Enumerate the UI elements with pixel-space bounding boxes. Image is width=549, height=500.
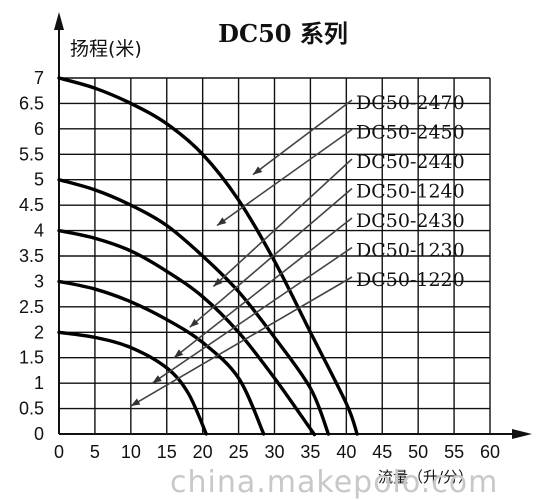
leader-line <box>130 276 353 407</box>
y-tick-label: 6 <box>34 119 44 139</box>
x-tick-label: 50 <box>408 442 428 462</box>
series-label: DC50-2470 <box>356 92 465 114</box>
y-tick-label: 0.5 <box>19 399 44 419</box>
x-axis-arrow-icon <box>512 429 532 439</box>
y-tick-label: 1 <box>34 373 44 393</box>
leader-line <box>212 158 353 288</box>
leader-line <box>216 128 353 227</box>
chart-title: DC50 系列 <box>218 19 348 48</box>
x-tick-label: 55 <box>444 442 464 462</box>
y-tick-label: 2 <box>34 322 44 342</box>
leader-lines <box>130 99 353 407</box>
x-tick-label: 35 <box>300 442 320 462</box>
y-tick-label: 1.5 <box>19 348 44 368</box>
series-label: DC50-1220 <box>356 269 465 291</box>
series-labels: DC50-2470 DC50-2450 DC50-2440 DC50-1240 DC50… <box>356 92 465 291</box>
watermark: china.makepolo.com <box>170 465 498 500</box>
leader-line <box>189 187 353 328</box>
y-tick-label: 5 <box>34 170 44 190</box>
y-axis-label: 扬程(米) <box>70 38 142 60</box>
leader-line <box>173 217 353 359</box>
arrowhead-icon <box>213 277 223 287</box>
x-tick-label: 60 <box>480 442 500 462</box>
arrowhead-icon <box>189 318 199 328</box>
arrowhead-icon <box>130 398 141 407</box>
series-curve <box>57 178 331 436</box>
y-tick-label: 3.5 <box>19 246 44 266</box>
x-tick-label: 5 <box>90 442 100 462</box>
series-label: DC50-1240 <box>356 181 465 203</box>
leader-line <box>151 246 353 384</box>
x-tick-label: 15 <box>157 442 177 462</box>
x-tick-label: 30 <box>264 442 284 462</box>
x-tick-label: 0 <box>54 442 64 462</box>
y-tick-label: 2.5 <box>19 297 44 317</box>
x-tick-label: 20 <box>193 442 213 462</box>
y-tick-label: 4.5 <box>19 195 44 215</box>
leader-line <box>252 99 353 176</box>
series-curve <box>57 228 317 437</box>
x-tick-label: 25 <box>229 442 249 462</box>
arrowhead-icon <box>252 166 263 175</box>
x-axis-label: 流量（升/分） <box>378 468 473 486</box>
series-label: DC50-2450 <box>356 122 465 144</box>
y-tick-label: 5.5 <box>19 144 44 164</box>
x-tick-label: 45 <box>372 442 392 462</box>
series-label: DC50-1230 <box>356 240 465 262</box>
y-tick-label: 7 <box>34 68 44 88</box>
series-label: DC50-2430 <box>356 210 465 232</box>
series-curve <box>57 279 266 436</box>
series-curve <box>57 330 208 436</box>
y-tick-label: 3 <box>34 271 44 291</box>
y-tick-label: 0 <box>34 424 44 444</box>
y-tick-label: 4 <box>34 221 44 241</box>
y-tick-label: 6.5 <box>19 93 44 113</box>
series-label: DC50-2440 <box>356 151 465 173</box>
x-tick-label: 10 <box>121 442 141 462</box>
arrowhead-icon <box>152 375 162 384</box>
series-curve <box>57 76 359 436</box>
axes <box>54 12 532 439</box>
x-tick-label: 40 <box>336 442 356 462</box>
curves <box>57 76 359 437</box>
tick-labels: 0 5 10 15 20 25 30 35 40 45 50 55 6000.511.522.533.5… <box>19 68 500 462</box>
y-axis-arrow-icon <box>54 12 64 30</box>
arrowhead-icon <box>217 217 227 226</box>
grid <box>59 77 491 434</box>
arrowhead-icon <box>173 349 184 358</box>
